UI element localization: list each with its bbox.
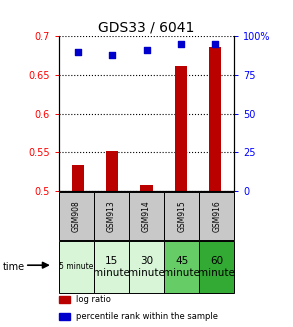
Point [213,41,218,46]
Text: 5 minute: 5 minute [59,262,93,271]
Text: GSM908: GSM908 [72,200,81,232]
Point [144,47,149,53]
Text: GSM914: GSM914 [142,200,151,232]
Point [75,49,80,54]
Text: GSM915: GSM915 [177,200,186,232]
Point [110,52,114,57]
Text: 15
minute: 15 minute [93,256,130,278]
Text: 60
minute: 60 minute [198,256,235,278]
Bar [140,185,153,191]
Text: time: time [3,262,25,272]
Text: percentile rank within the sample: percentile rank within the sample [76,312,218,321]
Bar [71,165,84,191]
Bar [175,66,187,191]
Text: 30
minute: 30 minute [128,256,165,278]
Text: log ratio: log ratio [76,295,110,304]
Text: 45
minute: 45 minute [163,256,200,278]
Text: GSM916: GSM916 [212,200,221,232]
Bar [209,47,222,191]
Text: GSM913: GSM913 [107,200,116,232]
Title: GDS33 / 6041: GDS33 / 6041 [98,21,195,35]
Point [179,41,183,46]
Bar [106,151,118,191]
